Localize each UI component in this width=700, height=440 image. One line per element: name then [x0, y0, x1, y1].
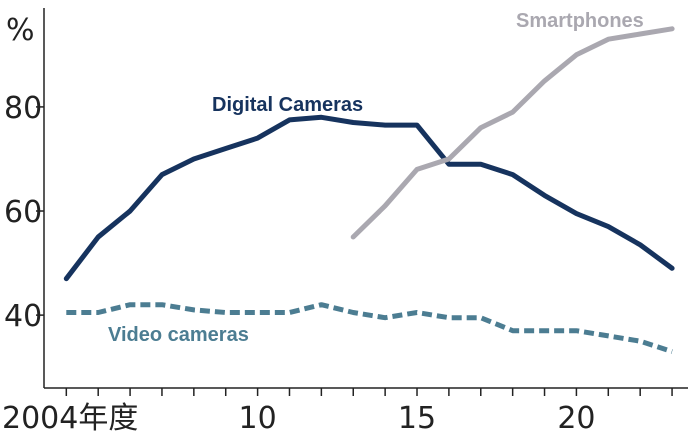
chart-axes [43, 8, 688, 389]
x-tick-label: 15 [398, 401, 436, 436]
series-line-digital-cameras [63, 114, 675, 282]
y-tick-label: 60 [4, 195, 42, 230]
x-tick-label: 10 [239, 401, 277, 436]
y-axis-ticks: 40 60 80 [4, 91, 44, 334]
x-tick-label: 2004年度 [2, 401, 138, 436]
series-lines [63, 26, 675, 354]
series-label-video-cameras: Video cameras [108, 324, 249, 346]
y-tick-label: 80 [4, 91, 42, 126]
y-axis-unit-label: % [6, 13, 35, 48]
series-label-smartphones: Smartphones [516, 10, 644, 32]
x-axis-ticks: 2004年度 10 15 20 [2, 388, 673, 436]
series-line-smartphones [350, 26, 675, 240]
x-tick-label: 20 [557, 401, 595, 436]
y-tick-label: 40 [4, 299, 42, 334]
series-line-video-cameras [66, 302, 673, 354]
series-label-digital-cameras: Digital Cameras [212, 94, 363, 116]
